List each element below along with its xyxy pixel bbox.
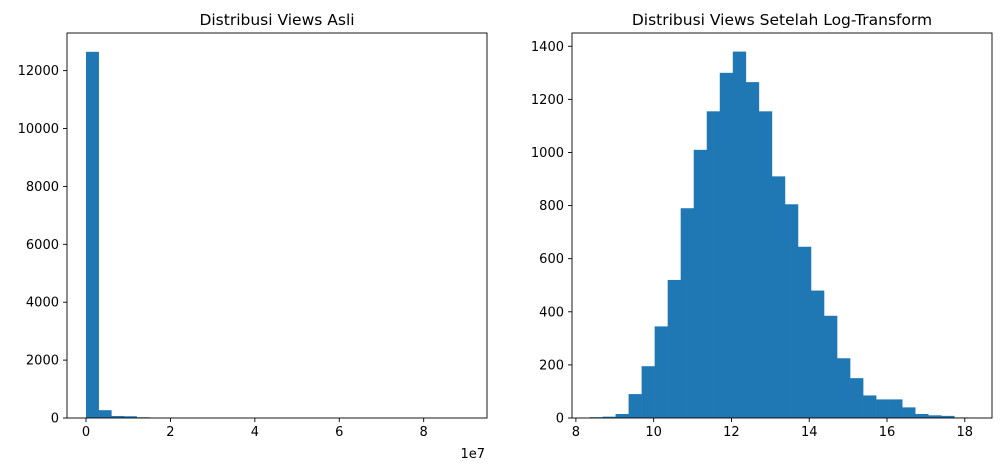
y-tick-label: 0 bbox=[51, 412, 59, 427]
x-ticks-group: 8 10 12 14 16 18 bbox=[572, 418, 973, 440]
y-tick-label: 8000 bbox=[26, 180, 59, 195]
histogram-bar bbox=[641, 366, 655, 418]
x-tick-label: 12 bbox=[723, 425, 740, 440]
y-tick-label: 400 bbox=[539, 305, 564, 320]
histogram-bar bbox=[758, 111, 773, 418]
histogram-bar bbox=[928, 415, 942, 418]
x-tick-label: 16 bbox=[879, 425, 896, 440]
histogram-bar bbox=[693, 149, 708, 418]
y-tick-label: 200 bbox=[539, 358, 564, 373]
y-tick-label: 10000 bbox=[18, 122, 59, 137]
x-ticks-group: 0 2 4 6 8 bbox=[82, 418, 428, 440]
histogram-bar bbox=[706, 111, 721, 418]
x-tick-label: 0 bbox=[82, 425, 90, 440]
y-tick-label: 4000 bbox=[26, 296, 59, 311]
x-tick-label: 14 bbox=[801, 425, 818, 440]
histogram-bar bbox=[85, 51, 99, 418]
plot-frame bbox=[66, 32, 488, 419]
x-tick-label: 8 bbox=[420, 425, 428, 440]
histogram-bar bbox=[771, 176, 786, 418]
chart-original-views: Distribusi Views Asli 0 2 4 6 8 0 2000 4000 600… bbox=[18, 11, 488, 462]
histogram-bar bbox=[602, 416, 616, 418]
chart-title: Distribusi Views Setelah Log-Transform bbox=[632, 11, 932, 29]
histogram-bar bbox=[902, 407, 916, 418]
y-tick-label: 2000 bbox=[26, 354, 59, 369]
x-tick-label: 2 bbox=[166, 425, 174, 440]
x-tick-label: 6 bbox=[335, 425, 343, 440]
histogram-bar bbox=[850, 378, 864, 418]
histogram-bar bbox=[797, 246, 812, 418]
x-tick-label: 4 bbox=[251, 425, 259, 440]
histogram-bar bbox=[915, 414, 929, 418]
chart-log-views: Distribusi Views Setelah Log-Transform 8… bbox=[531, 11, 993, 440]
plot-frame bbox=[571, 32, 993, 419]
histogram-bar bbox=[876, 399, 890, 418]
y-tick-label: 800 bbox=[539, 199, 564, 214]
histogram-bar bbox=[111, 415, 125, 418]
histogram-bar bbox=[615, 414, 629, 418]
histogram-bar bbox=[863, 395, 877, 418]
histogram-bar bbox=[810, 290, 825, 418]
histogram-bar bbox=[889, 399, 903, 418]
histogram-bar bbox=[680, 208, 695, 418]
x-tick-label: 8 bbox=[572, 425, 580, 440]
histogram-bar bbox=[837, 358, 851, 418]
bars-group bbox=[589, 51, 981, 419]
x-offset-label: 1e7 bbox=[460, 447, 485, 462]
histogram-bar bbox=[719, 72, 734, 418]
chart-title: Distribusi Views Asli bbox=[199, 11, 354, 29]
y-tick-label: 6000 bbox=[26, 238, 59, 253]
y-tick-label: 1200 bbox=[531, 93, 564, 108]
histogram-bar bbox=[123, 416, 137, 418]
histogram-bar bbox=[732, 51, 747, 419]
histogram-bar bbox=[941, 415, 955, 418]
histogram-bar bbox=[784, 204, 799, 418]
x-tick-label: 10 bbox=[645, 425, 662, 440]
y-tick-label: 600 bbox=[539, 252, 564, 267]
histogram-bar bbox=[824, 315, 838, 418]
histogram-bar bbox=[654, 326, 668, 418]
histogram-bar bbox=[745, 82, 760, 419]
histogram-bar bbox=[667, 279, 681, 418]
histogram-bar bbox=[98, 410, 112, 418]
y-tick-label: 1000 bbox=[531, 146, 564, 161]
y-tick-label: 0 bbox=[556, 412, 564, 427]
y-tick-label: 1400 bbox=[531, 40, 564, 55]
y-ticks-group: 0 2000 4000 6000 8000 10000 12000 bbox=[18, 64, 67, 427]
y-tick-label: 12000 bbox=[18, 64, 59, 79]
y-ticks-group: 0 200 400 600 800 1000 1200 1400 bbox=[531, 40, 572, 427]
histogram-bar bbox=[628, 394, 642, 418]
x-tick-label: 18 bbox=[957, 425, 974, 440]
